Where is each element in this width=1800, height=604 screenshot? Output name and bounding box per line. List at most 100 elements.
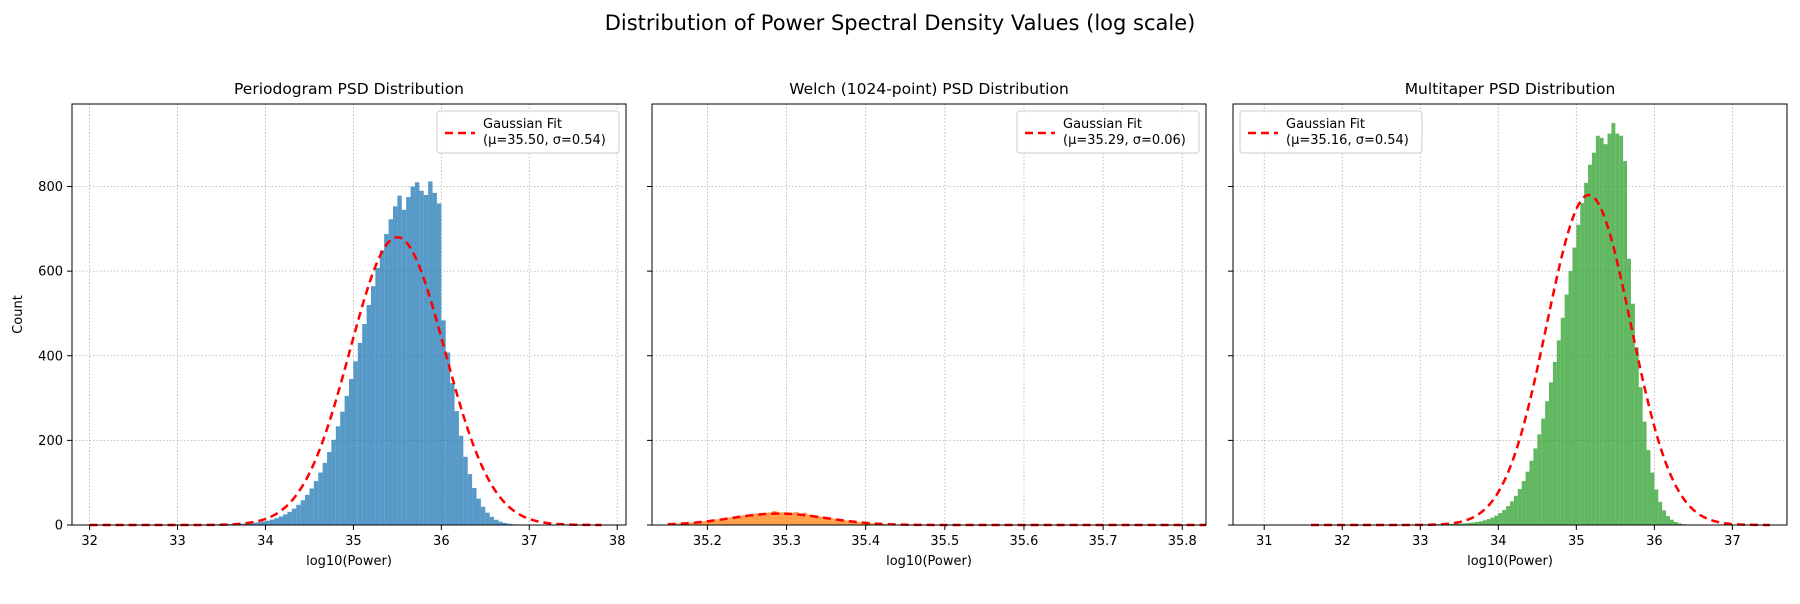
histogram-bar	[1576, 225, 1580, 525]
histogram-bar	[384, 234, 388, 525]
histogram-bar	[327, 452, 331, 525]
histogram-bar	[459, 436, 463, 525]
histogram-bar	[283, 514, 287, 525]
x-axis-label: log10(Power)	[306, 554, 392, 569]
histogram-bar	[331, 440, 335, 525]
legend-label-line2: (μ=35.50, σ=0.54)	[483, 133, 606, 148]
histogram-bar	[314, 481, 318, 525]
histogram-bar	[270, 520, 274, 525]
histogram-bar	[1584, 183, 1588, 525]
histogram-bar	[468, 474, 472, 525]
x-tick-label: 32	[1334, 534, 1351, 549]
y-tick-label: 400	[38, 349, 63, 364]
histogram-bar	[1654, 490, 1658, 525]
x-tick-label: 35.5	[930, 534, 959, 549]
grid	[1233, 104, 1787, 525]
legend: Gaussian Fit (μ=35.29, σ=0.06)	[1017, 111, 1199, 153]
histogram-bar	[433, 193, 437, 525]
legend: Gaussian Fit (μ=35.16, σ=0.54)	[1240, 111, 1422, 153]
subplot-title: Welch (1024-point) PSD Distribution	[789, 80, 1069, 98]
histogram-bar	[1650, 473, 1654, 525]
y-tick-label: 800	[38, 180, 63, 195]
x-tick-label: 38	[609, 534, 626, 549]
histogram-bar	[1670, 520, 1674, 525]
histogram-bar	[345, 396, 349, 525]
histogram-bar	[1647, 450, 1651, 525]
x-tick-label: 35.7	[1089, 534, 1118, 549]
histogram-bar	[1643, 422, 1647, 525]
histogram-bar	[305, 495, 309, 525]
histogram-bar	[1592, 153, 1596, 525]
x-tick-label: 32	[81, 534, 98, 549]
histogram-bar	[463, 457, 467, 525]
histogram-bar	[1502, 510, 1506, 525]
x-tick-label: 35.8	[1168, 534, 1197, 549]
histogram-bar	[1635, 347, 1639, 525]
histogram-bar	[371, 286, 375, 525]
x-tick-label: 35	[1568, 534, 1585, 549]
x-tick-label: 36	[1646, 534, 1663, 549]
histogram-bar	[1596, 136, 1600, 525]
histogram-bar	[1615, 134, 1619, 525]
histogram-bar	[1510, 501, 1514, 525]
histogram-bar	[1580, 203, 1584, 525]
y-axis-label: Count	[11, 295, 26, 334]
histogram-bar	[1498, 513, 1502, 525]
histogram-bar	[1600, 138, 1604, 525]
histogram-bar	[318, 473, 322, 525]
histogram-bar	[393, 206, 397, 525]
histogram-bar	[261, 522, 265, 525]
histogram-bar	[1557, 340, 1561, 525]
histogram-bar	[703, 521, 707, 525]
axes-frame	[1233, 104, 1787, 525]
x-tick-label: 35.6	[1009, 534, 1038, 549]
histogram-bar	[1553, 362, 1557, 525]
x-tick-label: 35	[345, 534, 362, 549]
y-axis-ticks	[1228, 187, 1233, 525]
x-tick-label: 35.3	[772, 534, 801, 549]
y-axis-ticks	[647, 187, 652, 525]
histogram-bar	[389, 219, 393, 525]
histogram-bar	[477, 499, 481, 525]
histogram-bar	[402, 210, 406, 525]
histogram-bar	[415, 182, 419, 525]
histogram-bar	[1565, 295, 1569, 525]
histogram-bar	[323, 463, 327, 525]
histogram-bar	[1522, 481, 1526, 525]
x-axis-label: log10(Power)	[886, 554, 972, 569]
grid	[652, 104, 1206, 525]
histogram-bar	[1608, 134, 1612, 525]
legend-label-line1: Gaussian Fit	[483, 117, 562, 132]
y-tick-label: 0	[55, 519, 63, 534]
histogram-bar	[397, 196, 401, 525]
histogram-bar	[1518, 489, 1522, 525]
histogram-bar	[375, 268, 379, 525]
histogram-bar	[1545, 401, 1549, 525]
histogram-bar	[1490, 518, 1494, 525]
x-tick-label: 35.2	[693, 534, 722, 549]
histogram-bar	[1483, 520, 1487, 525]
legend-label-line2: (μ=35.16, σ=0.54)	[1286, 133, 1409, 148]
histogram-bar	[494, 520, 498, 525]
histogram-bar	[1506, 506, 1510, 525]
histogram-bar	[441, 320, 445, 525]
x-tick-label: 33	[169, 534, 186, 549]
subplot-title: Multitaper PSD Distribution	[1405, 80, 1616, 98]
histogram-bar	[296, 505, 300, 525]
histogram-bar	[1627, 259, 1631, 525]
histogram-bar	[1537, 434, 1541, 525]
x-axis-label: log10(Power)	[1467, 554, 1553, 569]
histogram-bar	[1479, 521, 1483, 525]
histogram-bar	[1526, 472, 1530, 525]
histogram-bar	[1572, 248, 1576, 525]
histogram-bar	[362, 324, 366, 525]
histogram-bar	[455, 411, 459, 525]
x-tick-label: 33	[1412, 534, 1429, 549]
x-tick-label: 34	[1490, 534, 1507, 549]
histogram-bar	[358, 343, 362, 525]
